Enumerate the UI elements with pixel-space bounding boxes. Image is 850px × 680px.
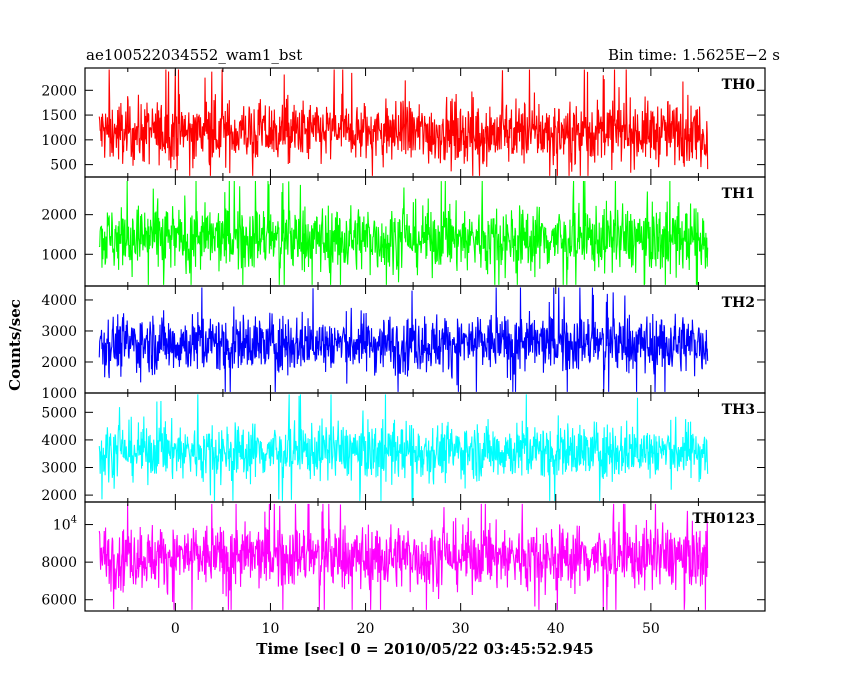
panel-label-th3: TH3 <box>722 402 755 418</box>
chart-title-right: Bin time: 1.5625E−2 s <box>608 46 780 64</box>
panel-th0123: 6000 8000 104 TH0123 0 10 20 30 40 50 <box>41 501 766 637</box>
y-tick-label: 2000 <box>41 83 77 99</box>
x-tick-label: 20 <box>357 621 375 637</box>
x-tick-label: 40 <box>547 621 565 637</box>
y-axis-label: Counts/sec <box>6 299 24 391</box>
panel-label-th1: TH1 <box>722 186 755 202</box>
y-tick-label: 2000 <box>41 488 77 504</box>
panel-th2: 1000 2000 3000 4000 TH2 <box>41 285 766 402</box>
y-tick-label: 2000 <box>41 355 77 371</box>
panel-label-th0123: TH0123 <box>692 511 755 527</box>
y-tick-label: 4000 <box>41 293 77 309</box>
y-tick-label: 4000 <box>41 433 77 449</box>
chart-title-left: ae100522034552_wam1_bst <box>86 46 302 64</box>
y-tick-label: 3000 <box>41 324 77 340</box>
x-tick-label: 30 <box>452 621 470 637</box>
series-line-th0123 <box>98 503 709 610</box>
y-tick-label: 1000 <box>41 386 77 402</box>
panel-label-th0: TH0 <box>722 77 756 93</box>
series-line-th2 <box>98 287 709 392</box>
y-tick-label: 5000 <box>41 405 77 421</box>
x-tick-label: 0 <box>171 621 180 637</box>
y-tick-label: 2000 <box>41 208 77 224</box>
series-line-th0 <box>98 69 709 176</box>
x-tick-label: 10 <box>262 621 280 637</box>
panel-th1: 1000 2000 TH1 <box>41 176 766 287</box>
series-line-th3 <box>98 394 709 501</box>
x-tick-label: 50 <box>642 621 660 637</box>
y-tick-label: 1000 <box>41 133 77 149</box>
y-tick-label: 1000 <box>41 247 77 263</box>
x-axis-label: Time [sec] 0 = 2010/05/22 03:45:52.945 <box>256 640 593 658</box>
y-tick-label: 8000 <box>41 555 77 571</box>
y-tick-label: 1500 <box>41 108 77 124</box>
y-tick-label: 500 <box>50 158 77 174</box>
series-line-th1 <box>98 180 709 286</box>
y-tick-label: 104 <box>53 515 77 534</box>
y-tick-exponent: 4 <box>71 515 77 526</box>
panel-th0: 500 1000 1500 2000 TH0 <box>41 67 766 178</box>
panel-frame-th0123 <box>84 501 766 612</box>
panel-th3: 2000 3000 4000 5000 TH3 <box>41 392 766 504</box>
y-tick-label: 3000 <box>41 461 77 477</box>
y-tick-label: 6000 <box>41 593 77 609</box>
panel-label-th2: TH2 <box>722 295 755 311</box>
